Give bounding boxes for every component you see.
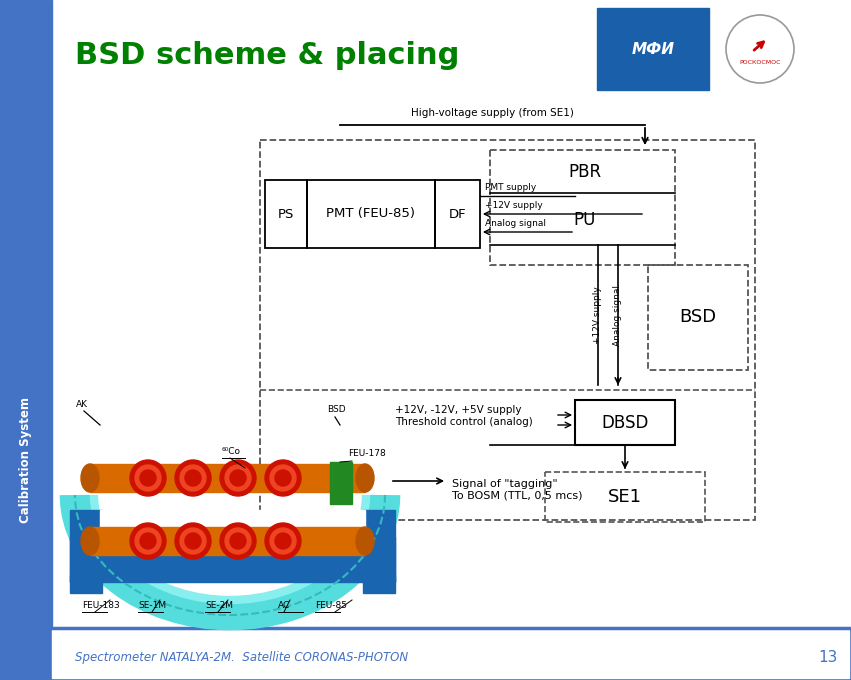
Text: AK: AK <box>76 400 88 409</box>
Circle shape <box>230 533 246 549</box>
Text: PMT (FEU-85): PMT (FEU-85) <box>327 207 415 220</box>
Circle shape <box>225 465 251 491</box>
Text: ⁶⁰Co: ⁶⁰Co <box>222 447 241 456</box>
Text: PU: PU <box>574 211 597 229</box>
Text: Signal of "tagging"
To BOSM (TTL, 0,5 mcs): Signal of "tagging" To BOSM (TTL, 0,5 mc… <box>452 479 582 500</box>
Circle shape <box>175 460 211 496</box>
Circle shape <box>135 465 161 491</box>
Bar <box>100 510 365 535</box>
Text: МФИ: МФИ <box>631 41 675 56</box>
Circle shape <box>230 470 246 486</box>
Text: AC: AC <box>278 601 290 610</box>
Bar <box>52 630 849 678</box>
Bar <box>363 575 395 593</box>
Text: SE-2M: SE-2M <box>205 601 233 610</box>
Circle shape <box>220 460 256 496</box>
Text: BSD: BSD <box>327 405 346 414</box>
Bar <box>90 464 365 492</box>
Text: PMT supply: PMT supply <box>485 183 536 192</box>
Circle shape <box>130 523 166 559</box>
Text: Calibration System: Calibration System <box>20 397 32 523</box>
Circle shape <box>275 470 291 486</box>
Text: Analog signal: Analog signal <box>614 284 622 345</box>
Ellipse shape <box>81 527 99 555</box>
Circle shape <box>135 528 161 554</box>
Bar <box>70 510 102 582</box>
Circle shape <box>270 528 296 554</box>
Text: +12V, -12V, +5V supply
Threshold control (analog): +12V, -12V, +5V supply Threshold control… <box>395 405 533 426</box>
Text: BSD: BSD <box>679 309 717 326</box>
Text: 13: 13 <box>819 649 837 664</box>
Circle shape <box>140 533 156 549</box>
Text: Analog signal: Analog signal <box>485 219 546 228</box>
Circle shape <box>270 465 296 491</box>
Circle shape <box>130 460 166 496</box>
Text: BSD scheme & placing: BSD scheme & placing <box>75 41 460 69</box>
Circle shape <box>265 523 301 559</box>
Circle shape <box>140 470 156 486</box>
Bar <box>90 527 365 555</box>
Circle shape <box>220 523 256 559</box>
Ellipse shape <box>356 527 374 555</box>
Bar <box>0 628 851 680</box>
Text: +12V supply: +12V supply <box>593 286 603 344</box>
Bar <box>363 510 395 582</box>
Text: SE1: SE1 <box>608 488 642 506</box>
Ellipse shape <box>81 464 99 492</box>
Bar <box>265 180 307 248</box>
Bar <box>597 8 709 90</box>
Circle shape <box>180 465 206 491</box>
Circle shape <box>726 15 794 83</box>
Text: FEU-85: FEU-85 <box>315 601 347 610</box>
Text: DF: DF <box>448 207 466 220</box>
Text: +12V supply: +12V supply <box>485 201 543 210</box>
Text: FEU-183: FEU-183 <box>82 601 120 610</box>
Circle shape <box>225 528 251 554</box>
Circle shape <box>265 460 301 496</box>
Text: РОСКОСМОС: РОСКОСМОС <box>740 60 780 65</box>
Bar <box>70 575 102 593</box>
Circle shape <box>180 528 206 554</box>
Circle shape <box>175 523 211 559</box>
Bar <box>435 180 480 248</box>
Text: FEU-178: FEU-178 <box>348 449 386 458</box>
Circle shape <box>275 533 291 549</box>
Text: High-voltage supply (from SE1): High-voltage supply (from SE1) <box>410 108 574 118</box>
Bar <box>575 400 675 445</box>
Bar <box>0 0 52 680</box>
Text: Spectrometer NATALYA-2M.  Satellite CORONAS-PHOTON: Spectrometer NATALYA-2M. Satellite CORON… <box>75 651 408 664</box>
Text: PS: PS <box>277 207 294 220</box>
Text: DBSD: DBSD <box>602 413 648 432</box>
Ellipse shape <box>356 464 374 492</box>
Bar <box>307 180 435 248</box>
Circle shape <box>185 533 201 549</box>
Text: SE-1M: SE-1M <box>138 601 166 610</box>
Text: PBR: PBR <box>568 163 602 181</box>
Circle shape <box>185 470 201 486</box>
Bar <box>70 537 395 582</box>
Bar <box>330 462 352 504</box>
